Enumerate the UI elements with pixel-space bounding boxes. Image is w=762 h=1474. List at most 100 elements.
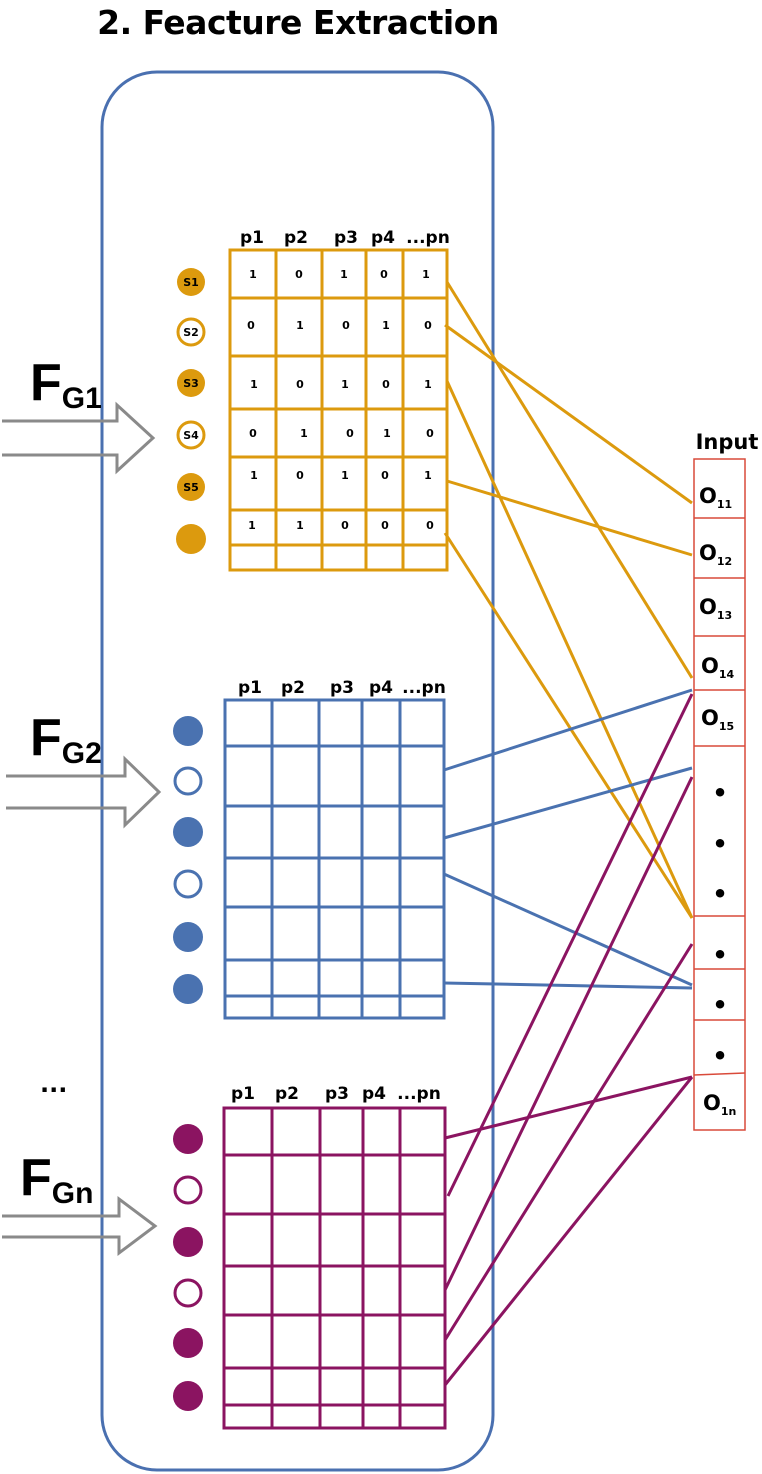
group2-label: FG2	[30, 709, 102, 770]
column-header: p2	[284, 228, 308, 248]
input-cell-dot: •	[712, 880, 727, 908]
sensor-label: S5	[183, 481, 199, 494]
sensor-filled-icon	[177, 268, 205, 296]
sensor-filled-icon	[173, 922, 203, 952]
group3-arrow-icon	[2, 1196, 158, 1256]
matrix-cell: 1	[250, 378, 258, 391]
extraction-container	[100, 70, 495, 1472]
input-cell-dot: •	[712, 991, 727, 1019]
matrix-cell: 0	[382, 378, 390, 391]
sensor-filled-icon	[173, 817, 203, 847]
matrix-cell: 1	[341, 378, 349, 391]
matrix-cell: 0	[296, 469, 304, 482]
matrix-cell: 0	[341, 519, 349, 532]
matrix-cell: 0	[247, 319, 255, 332]
sensor-hollow-icon	[173, 766, 203, 796]
input-cell-o13: O13	[699, 595, 732, 622]
group3-label: FGn	[20, 1149, 93, 1210]
matrix-cell: 0	[426, 427, 434, 440]
column-header: p2	[275, 1084, 299, 1104]
column-header: p3	[325, 1084, 349, 1104]
matrix-cell: 0	[346, 427, 354, 440]
matrix-cell: 1	[300, 427, 308, 440]
matrix-cell: 0	[380, 268, 388, 281]
column-header: ...pn	[402, 678, 446, 698]
group3-matrix	[222, 1106, 447, 1430]
sensor-filled-icon	[173, 716, 203, 746]
matrix-cell: 0	[424, 319, 432, 332]
sensor-filled-icon	[173, 974, 203, 1004]
column-header: p1	[238, 678, 262, 698]
input-cell-dot: •	[712, 830, 727, 858]
group2-matrix	[223, 698, 446, 1020]
sensor-filled-icon	[173, 1124, 203, 1154]
diagram-title: 2. Feacture Extraction	[97, 3, 499, 42]
group1-label: FG1	[30, 354, 102, 415]
group1-sensors: S1 S2 S3 S4 S5	[176, 268, 206, 554]
input-vector	[693, 458, 746, 1131]
sensor-hollow-icon	[176, 420, 206, 450]
sensor-label: S2	[183, 326, 199, 339]
group1-connections	[443, 281, 694, 919]
column-header: p1	[231, 1084, 255, 1104]
groups-ellipsis: ...	[40, 1070, 67, 1098]
sensor-hollow-icon	[173, 1175, 203, 1205]
column-header: p4	[369, 678, 393, 698]
group1-cells: 1 0 1 0 1 0 1 0 1 0 1 0 1 0 1 0 1 0 1 0 …	[247, 268, 434, 532]
matrix-cell: 0	[381, 519, 389, 532]
group1-arrow-icon	[2, 401, 156, 475]
input-title: Input	[696, 430, 759, 454]
matrix-cell: 0	[381, 469, 389, 482]
input-cell-dot: •	[712, 1042, 727, 1070]
matrix-cell: 0	[426, 519, 434, 532]
input-cell-dot: •	[712, 779, 727, 807]
column-header: p4	[371, 228, 395, 248]
column-header: p4	[362, 1084, 386, 1104]
group1-column-headers: p1 p2 p3 p4 ...pn	[240, 228, 450, 248]
matrix-cell: 1	[248, 519, 256, 532]
input-cell-o11: O11	[699, 484, 732, 511]
matrix-cell: 1	[383, 427, 391, 440]
column-header: p3	[330, 678, 354, 698]
matrix-cell: 1	[424, 378, 432, 391]
group2-column-headers: p1 p2 p3 p4 ...pn	[238, 678, 446, 698]
matrix-cell: 1	[341, 469, 349, 482]
group1-matrix	[228, 248, 449, 572]
matrix-cell: 1	[382, 319, 390, 332]
input-cell-o12: O12	[699, 541, 732, 568]
matrix-cell: 1	[340, 268, 348, 281]
input-cell-o14: O14	[701, 654, 735, 681]
matrix-cell: 0	[342, 319, 350, 332]
matrix-cell: 1	[422, 268, 430, 281]
matrix-cell: 0	[249, 427, 257, 440]
group3-connections	[443, 693, 694, 1386]
sensor-filled-icon	[173, 1381, 203, 1411]
sensor-filled-icon	[173, 1227, 203, 1257]
sensor-filled-icon	[176, 524, 206, 554]
matrix-cell: 1	[250, 469, 258, 482]
matrix-cell: 0	[296, 378, 304, 391]
matrix-cell: 1	[296, 519, 304, 532]
sensor-hollow-icon	[173, 1278, 203, 1308]
group2-sensors	[173, 716, 203, 1004]
sensor-filled-icon	[173, 1328, 203, 1358]
input-cell-dot: •	[712, 941, 727, 969]
group3-column-headers: p1 p2 p3 p4 ...pn	[231, 1084, 441, 1104]
column-header: p2	[281, 678, 305, 698]
input-cells: O11 O12 O13 O14 O15 • • • • • • O1n	[699, 484, 736, 1118]
sensor-label: S3	[183, 377, 199, 390]
matrix-cell: 1	[249, 268, 257, 281]
column-header: p3	[334, 228, 358, 248]
input-cell-o15: O15	[701, 706, 734, 733]
sensor-label: S1	[183, 276, 199, 289]
sensor-hollow-icon	[173, 869, 203, 899]
column-header: ...pn	[406, 228, 450, 248]
sensor-label: S4	[183, 429, 199, 442]
column-header: p1	[240, 228, 264, 248]
sensor-filled-icon	[177, 369, 205, 397]
column-header: ...pn	[397, 1084, 441, 1104]
group3-sensors	[173, 1124, 203, 1411]
matrix-cell: 1	[296, 319, 304, 332]
matrix-cell: 1	[424, 469, 432, 482]
